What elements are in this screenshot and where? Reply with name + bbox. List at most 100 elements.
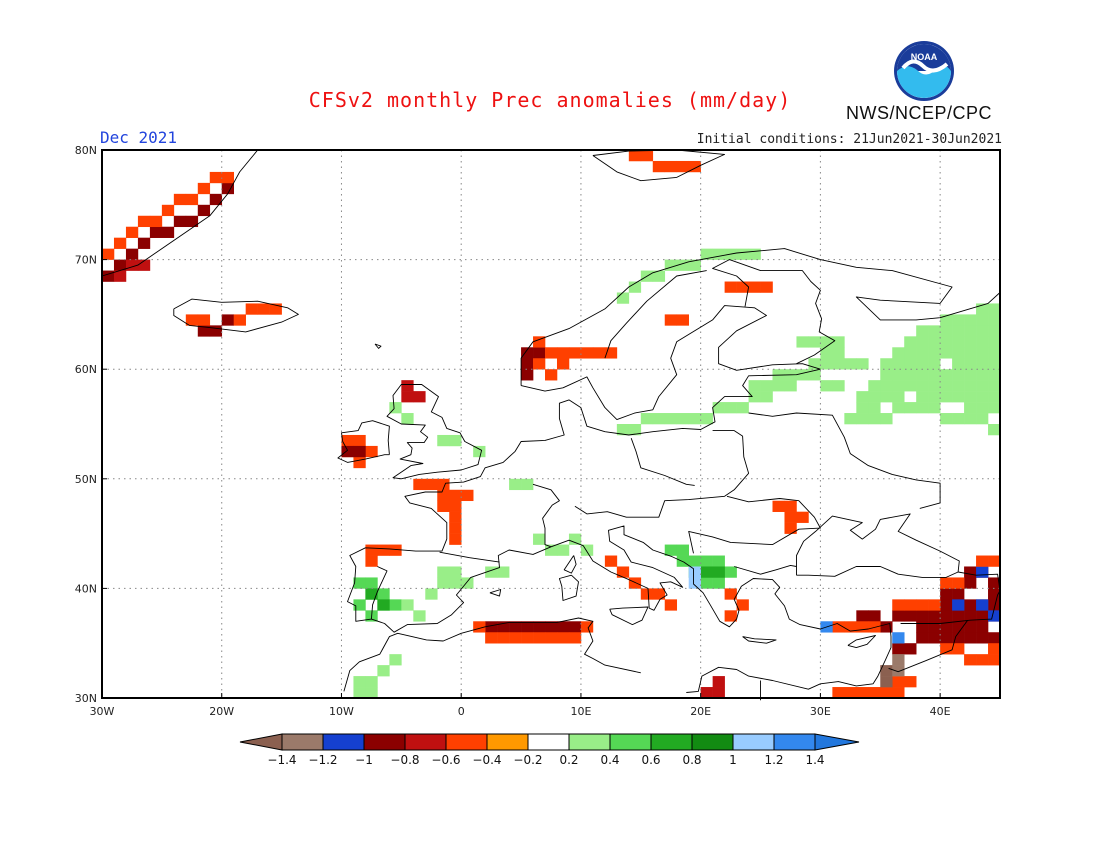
anomaly-cell	[964, 632, 977, 644]
anomaly-cell	[880, 665, 893, 677]
anomaly-cell	[449, 522, 462, 534]
anomaly-cell	[652, 160, 666, 173]
anomaly-cell	[964, 325, 977, 337]
anomaly-cell	[568, 533, 582, 545]
lon-tick-label: 10E	[570, 705, 591, 718]
initial-conditions-label: Initial conditions: 21Jun2021-30Jun2021	[696, 132, 1002, 147]
anomaly-cell	[952, 325, 965, 337]
anomaly-cell	[856, 687, 869, 699]
anomaly-cell	[724, 588, 737, 600]
anomaly-cell	[964, 314, 977, 326]
anomaly-region-greenland-east-coast-edge	[102, 171, 235, 260]
anomaly-cell	[928, 358, 941, 370]
anomaly-cell	[832, 687, 845, 699]
country-borders-10	[712, 259, 836, 365]
anomaly-cell	[940, 588, 953, 600]
anomaly-cell	[365, 687, 378, 699]
anomaly-cell	[928, 391, 941, 403]
colorbar-swatch	[322, 733, 365, 751]
anomaly-cell	[353, 687, 366, 699]
anomaly-region-norway-west-edge	[533, 336, 618, 381]
anomaly-cell	[748, 380, 761, 392]
anomaly-cell	[988, 610, 1001, 622]
anomaly-cell	[784, 380, 797, 392]
anomaly-cell	[892, 369, 905, 381]
coastlines	[101, 149, 1001, 701]
anomaly-cell	[545, 544, 558, 556]
anomaly-cell	[832, 336, 845, 348]
anomaly-cell	[233, 314, 246, 326]
lat-tick-label: 80N	[75, 144, 97, 157]
anomaly-cell	[604, 555, 618, 567]
anomaly-cell	[976, 632, 989, 644]
anomaly-cell	[497, 566, 510, 578]
anomaly-cell	[988, 654, 1001, 666]
axis-ticks: 30W 20W 10W 0 10E 20E 30E 40E 30N 40N 50N 60N 70N 80N	[75, 144, 951, 718]
anomaly-cell	[413, 478, 426, 491]
anomaly-cell	[964, 413, 977, 425]
anomaly-cell	[628, 150, 642, 162]
anomaly-cell	[964, 621, 977, 633]
anomaly-cell	[353, 599, 366, 611]
colorbar-label: −0.2	[513, 753, 542, 767]
anomaly-cell	[928, 610, 941, 622]
anomaly-cell	[113, 237, 127, 249]
anomaly-cell	[976, 380, 989, 392]
anomaly-region-levant-edge	[832, 643, 1001, 699]
colorbar-label: −1	[355, 753, 373, 767]
anomaly-cell	[928, 369, 941, 381]
anomaly-cell	[796, 336, 809, 348]
lat-tick-label: 30N	[75, 692, 97, 705]
anomaly-cell	[952, 632, 965, 644]
anomaly-cell	[449, 500, 462, 512]
colorbar-swatch	[691, 733, 734, 751]
anomaly-cell	[880, 687, 893, 699]
colorbar-label: −0.6	[431, 753, 460, 767]
anomaly-region-greenland-east-coast	[102, 182, 235, 282]
anomaly-cell	[976, 555, 989, 567]
anomaly-cell	[473, 445, 486, 458]
graticule	[102, 150, 1000, 698]
anomaly-cell	[712, 566, 725, 578]
anomaly-region-svalbard	[628, 150, 701, 173]
anomaly-cell	[964, 654, 977, 666]
anomaly-cell	[928, 621, 941, 633]
anomaly-cell	[437, 500, 450, 512]
anomaly-cell	[712, 687, 725, 699]
anomaly-cell	[988, 358, 1001, 370]
anomaly-cell	[952, 358, 965, 370]
anomaly-cell	[892, 676, 905, 688]
anomaly-cell	[377, 599, 390, 611]
anomaly-cell	[389, 654, 402, 666]
country-borders-2	[574, 430, 750, 518]
anomaly-cell	[964, 391, 977, 403]
anomaly-cell	[988, 391, 1001, 403]
anomaly-cell	[988, 632, 1001, 644]
anomaly-cell	[413, 391, 426, 403]
anomaly-cell	[137, 259, 151, 271]
anomaly-cell	[904, 599, 917, 611]
anomaly-cell	[952, 599, 965, 611]
anomaly-cell	[988, 402, 1001, 414]
anomaly-cell	[940, 610, 953, 622]
anomaly-region-algeria-coast	[485, 621, 582, 633]
anomaly-cell	[161, 226, 175, 238]
anomaly-cell	[952, 610, 965, 622]
anomaly-cell	[497, 632, 510, 644]
anomaly-cell	[461, 577, 474, 589]
anomaly-cell	[449, 566, 462, 578]
anomaly-cell	[952, 621, 965, 633]
anomaly-cell	[892, 402, 905, 414]
anomaly-cell	[772, 380, 785, 392]
anomaly-cell	[952, 413, 965, 425]
anomaly-cell	[820, 358, 833, 370]
colorbar-label: 0.8	[682, 753, 701, 767]
anomaly-region-iceland-se	[185, 303, 282, 326]
anomaly-cell	[916, 358, 929, 370]
anomaly-cell	[940, 621, 953, 633]
anomaly-cell	[736, 248, 749, 260]
anomaly-cell	[712, 577, 725, 589]
anomaly-cell	[556, 358, 570, 370]
anomaly-cell	[509, 621, 522, 633]
lat-tick-label: 60N	[75, 363, 97, 376]
